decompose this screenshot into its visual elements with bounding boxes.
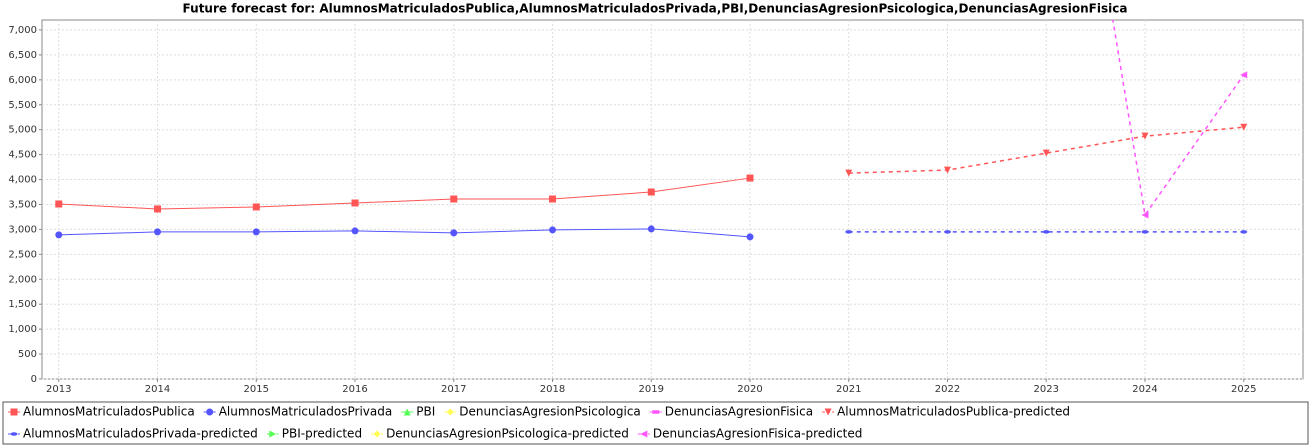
legend-item: AlumnosMatriculadosPrivada-predicted	[8, 427, 258, 441]
y-tick-label: 6,500	[8, 50, 37, 61]
marker	[10, 408, 18, 416]
marker	[55, 200, 63, 208]
y-tick-label: 0	[31, 374, 37, 385]
x-tick-label: 2016	[342, 384, 367, 395]
legend-label: DenunciasAgresionFisica	[665, 405, 813, 419]
marker	[269, 430, 277, 438]
legend-label: AlumnosMatriculadosPrivada-predicted	[23, 427, 258, 441]
y-tick-label: 7,000	[8, 25, 37, 36]
marker	[252, 228, 260, 236]
x-tick-label: 2018	[540, 384, 565, 395]
marker	[206, 408, 214, 416]
marker	[944, 230, 952, 234]
legend-item: DenunciasAgresionPsicologica-predicted	[371, 427, 629, 441]
legend-label: AlumnosMatriculadosPublica-predicted	[837, 405, 1070, 419]
legend-item: DenunciasAgresionFisica	[649, 405, 813, 419]
series-line	[58, 228, 751, 238]
y-tick-label: 1,000	[8, 324, 37, 335]
x-tick-label: 2015	[244, 384, 269, 395]
marker	[1042, 149, 1050, 157]
marker	[845, 230, 853, 234]
series-line	[848, 126, 1244, 174]
x-tick-label: 2014	[145, 384, 170, 395]
legend-box	[2, 401, 1309, 445]
legend-item: AlumnosMatriculadosPublica	[8, 405, 195, 419]
marker	[403, 408, 411, 416]
marker	[154, 228, 162, 236]
x-tick-label: 2023	[1034, 384, 1059, 395]
marker	[647, 225, 655, 233]
marker	[1240, 230, 1248, 234]
legend-label: PBI-predicted	[282, 427, 362, 441]
y-tick-label: 5,500	[8, 100, 37, 111]
legend-label: PBI	[416, 405, 435, 419]
marker	[351, 227, 359, 235]
marker	[746, 174, 754, 182]
y-tick-label: 3,500	[8, 199, 37, 210]
marker	[549, 226, 557, 234]
marker	[845, 169, 853, 177]
x-tick-label: 2020	[737, 384, 762, 395]
y-tick-label: 3,000	[8, 224, 37, 235]
marker	[351, 199, 359, 207]
x-tick-label: 2025	[1231, 384, 1256, 395]
marker	[1042, 230, 1050, 234]
y-tick-label: 500	[18, 349, 37, 360]
series-line	[1112, 20, 1245, 217]
y-tick-label: 2,500	[8, 249, 37, 260]
marker	[1240, 123, 1248, 131]
series-line	[58, 177, 751, 210]
x-tick-label: 2024	[1132, 384, 1157, 395]
marker	[450, 195, 458, 203]
legend-item: AlumnosMatriculadosPrivada	[203, 405, 393, 419]
legend-label: DenunciasAgresionPsicologica	[459, 405, 641, 419]
y-tick-label: 5,000	[8, 125, 37, 136]
marker	[652, 410, 660, 414]
marker	[10, 432, 18, 436]
chart-title: Future forecast for: AlumnosMatriculados…	[183, 2, 1128, 16]
marker	[640, 430, 648, 438]
y-tick-label: 4,000	[8, 175, 37, 186]
plot-series	[55, 20, 1248, 241]
marker	[252, 203, 260, 211]
legend-item: AlumnosMatriculadosPublica-predicted	[822, 405, 1070, 419]
legend-item: PBI-predicted	[266, 427, 362, 441]
legend-item: DenunciasAgresionPsicologica	[444, 405, 641, 419]
legend-item: PBI	[401, 405, 435, 419]
marker	[55, 231, 63, 239]
legend-label: AlumnosMatriculadosPrivada	[219, 405, 393, 419]
marker	[824, 408, 832, 416]
x-tick-label: 2013	[46, 384, 71, 395]
marker	[450, 229, 458, 237]
marker	[549, 195, 557, 203]
plot-area	[41, 19, 1304, 380]
marker	[647, 188, 655, 196]
y-tick-label: 2,000	[8, 274, 37, 285]
marker	[446, 408, 454, 416]
x-tick-label: 2017	[441, 384, 466, 395]
marker	[1141, 230, 1149, 234]
marker	[1240, 71, 1248, 79]
y-tick-label: 1,500	[8, 299, 37, 310]
marker	[373, 430, 381, 438]
y-tick-label: 6,000	[8, 75, 37, 86]
legend-item: DenunciasAgresionFisica-predicted	[637, 427, 863, 441]
marker	[154, 205, 162, 213]
marker	[1141, 211, 1149, 219]
y-tick-label: 4,500	[8, 150, 37, 161]
legend-label: DenunciasAgresionFisica-predicted	[653, 427, 863, 441]
marker	[1141, 132, 1149, 140]
x-tick-label: 2022	[935, 384, 960, 395]
marker	[944, 166, 952, 174]
marker	[746, 233, 754, 241]
x-tick-label: 2021	[836, 384, 861, 395]
x-tick-label: 2019	[639, 384, 664, 395]
legend-label: DenunciasAgresionPsicologica-predicted	[386, 427, 629, 441]
legend-label: AlumnosMatriculadosPublica	[23, 405, 195, 419]
